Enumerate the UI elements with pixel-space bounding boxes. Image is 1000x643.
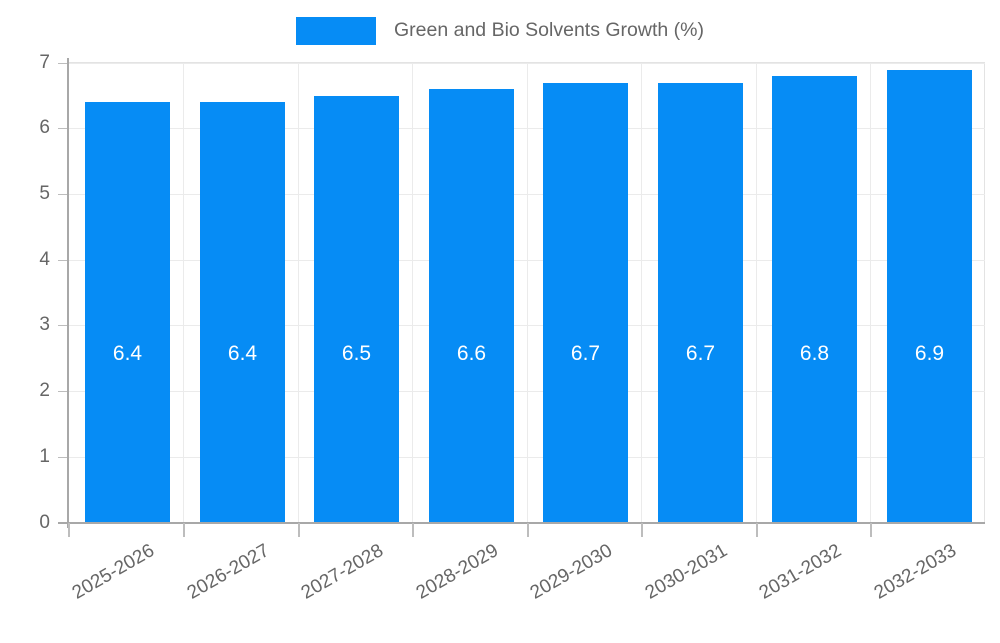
bar-2029-2030[interactable]: 6.7 xyxy=(543,83,628,523)
x-tick-0 xyxy=(68,523,70,537)
gridline-x-4 xyxy=(527,63,528,523)
bar-value-label: 6.7 xyxy=(570,342,601,365)
gridline-y-2 xyxy=(68,391,985,392)
gridline-y-1 xyxy=(68,457,985,458)
bar-value-label: 6.5 xyxy=(341,342,372,365)
gridline-y-4 xyxy=(68,260,985,261)
legend-swatch-icon xyxy=(296,17,376,45)
y-axis-line xyxy=(67,58,69,528)
bar-2026-2027[interactable]: 6.4 xyxy=(200,102,285,523)
chart-legend: Green and Bio Solvents Growth (%) xyxy=(0,10,1000,52)
bar-value-label: 6.8 xyxy=(799,342,830,365)
x-tick-3 xyxy=(412,523,414,537)
legend-item-green-and-bio-solvents-growth[interactable]: Green and Bio Solvents Growth (%) xyxy=(296,17,704,45)
y-tick-label: 1 xyxy=(39,446,50,467)
gridline-x-5 xyxy=(641,63,642,523)
gridline-y-5 xyxy=(68,194,985,195)
gridline-x-3 xyxy=(412,63,413,523)
y-tick-label: 3 xyxy=(39,314,50,335)
gridline-x-1 xyxy=(183,63,184,523)
gridline-x-2 xyxy=(298,63,299,523)
plot-right-border xyxy=(984,63,985,523)
plot-top-border xyxy=(68,62,985,63)
x-tick-5 xyxy=(641,523,643,537)
y-tick-label: 7 xyxy=(39,52,50,73)
bar-value-label: 6.7 xyxy=(685,342,716,365)
gridline-y-7 xyxy=(68,63,985,64)
bar-value-label: 6.6 xyxy=(456,342,487,365)
bar-value-label: 6.4 xyxy=(112,342,143,365)
bar-value-label: 6.4 xyxy=(227,342,258,365)
bar-value-label: 6.9 xyxy=(914,342,945,365)
y-tick-label: 0 xyxy=(39,512,50,533)
x-axis-line xyxy=(58,522,985,524)
bar-2028-2029[interactable]: 6.6 xyxy=(429,89,514,523)
gridline-x-7 xyxy=(870,63,871,523)
x-tick-4 xyxy=(527,523,529,537)
y-tick-label: 2 xyxy=(39,380,50,401)
legend-item-label: Green and Bio Solvents Growth (%) xyxy=(394,19,704,42)
bar-2031-2032[interactable]: 6.8 xyxy=(772,76,857,523)
x-tick-2 xyxy=(298,523,300,537)
gridline-y-3 xyxy=(68,325,985,326)
bar-chart: Green and Bio Solvents Growth (%) 0 1 2 … xyxy=(0,10,1000,604)
bar-2030-2031[interactable]: 6.7 xyxy=(658,83,743,523)
gridline-y-6 xyxy=(68,128,985,129)
bar-2025-2026[interactable]: 6.4 xyxy=(85,102,170,523)
y-tick-label: 6 xyxy=(39,117,50,138)
bar-2027-2028[interactable]: 6.5 xyxy=(314,96,399,523)
y-tick-label: 5 xyxy=(39,183,50,204)
plot-area: 6.4 6.4 6.5 6.6 6.7 6.7 6.8 6.9 xyxy=(68,62,985,523)
x-tick-1 xyxy=(183,523,185,537)
x-tick-7 xyxy=(870,523,872,537)
bar-2032-2033[interactable]: 6.9 xyxy=(887,70,972,523)
gridline-x-6 xyxy=(756,63,757,523)
x-tick-6 xyxy=(756,523,758,537)
y-tick-label: 4 xyxy=(39,249,50,270)
